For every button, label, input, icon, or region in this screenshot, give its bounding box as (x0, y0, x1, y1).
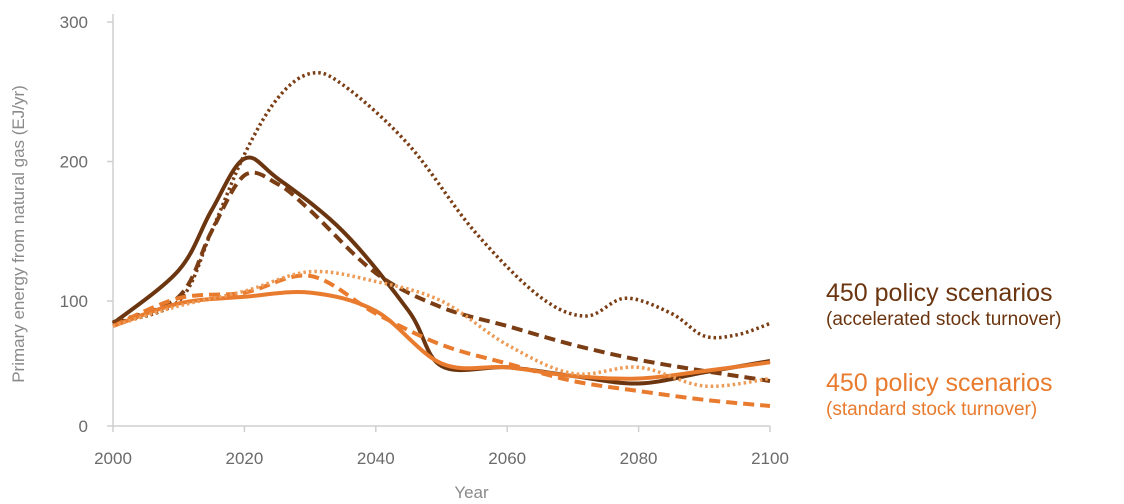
x-tick-labels: 2000 2020 2040 2060 2080 2100 (94, 426, 789, 468)
legend-standard-subtitle: (standard stock turnover) (826, 399, 1038, 420)
x-tick-label: 2000 (94, 449, 132, 468)
y-tick-label: 0 (79, 417, 88, 436)
y-tick-labels: 0 100 200 300 (60, 13, 113, 436)
series-line-standard-dashed (112, 273, 771, 408)
x-axis-title: Year (454, 483, 489, 502)
legend-standard-title: 450 policy scenarios (826, 369, 1053, 397)
x-tick-label: 2020 (225, 449, 263, 468)
y-tick-label: 200 (60, 153, 88, 172)
series-line-accelerated-dotted (112, 70, 771, 340)
y-tick-label: 300 (60, 13, 88, 32)
series-line-accelerated-dashed (112, 170, 771, 383)
x-tick-label: 2100 (751, 449, 789, 468)
legend-accelerated-title: 450 policy scenarios (826, 279, 1053, 307)
series-layer (111, 70, 771, 408)
x-tick-label: 2060 (488, 449, 526, 468)
series-line-accelerated-solid (111, 155, 771, 386)
legend-standard: 450 policy scenarios (standard stock tur… (826, 368, 1112, 422)
legend-accelerated: 450 policy scenarios (accelerated stock … (826, 278, 1112, 332)
y-tick-label: 100 (60, 292, 88, 311)
axes (112, 14, 770, 427)
x-tick-label: 2080 (620, 449, 658, 468)
legend-accelerated-subtitle: (accelerated stock turnover) (826, 309, 1062, 330)
series-line-standard-solid (112, 289, 771, 381)
x-tick-label: 2040 (357, 449, 395, 468)
y-axis-title: Primary energy from natural gas (EJ/yr) (9, 85, 28, 383)
series-line-standard-dotted (112, 269, 771, 389)
